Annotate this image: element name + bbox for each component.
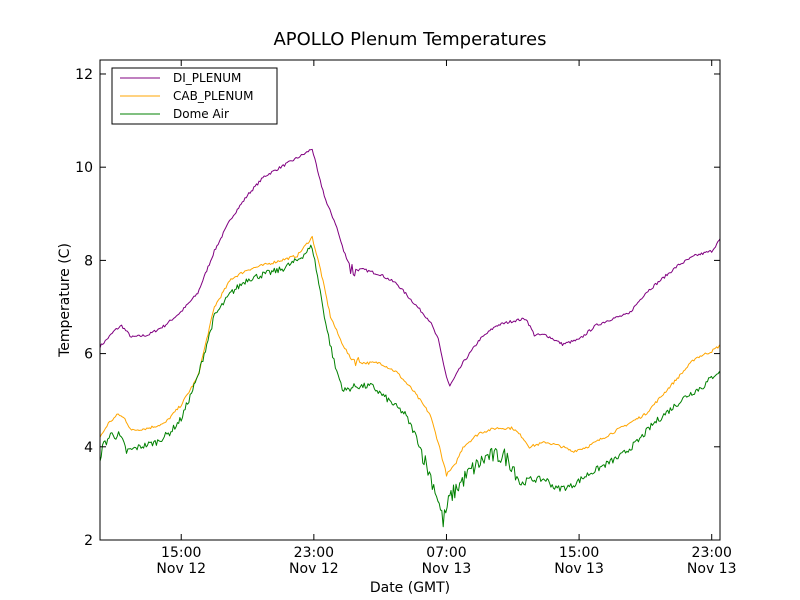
x-tick-label: 23:00 Nov 13 bbox=[687, 545, 737, 577]
y-tick-label: 12 bbox=[75, 67, 93, 83]
y-tick-label: 10 bbox=[75, 160, 93, 176]
series-line-di-plenum bbox=[100, 148, 720, 387]
series-line-cab-plenum bbox=[100, 235, 720, 477]
x-tick-label: 07:00 Nov 13 bbox=[422, 545, 472, 577]
x-tick-label: 23:00 Nov 12 bbox=[289, 545, 339, 577]
chart-title: APOLLO Plenum Temperatures bbox=[273, 29, 546, 50]
series-line-dome-air bbox=[100, 244, 720, 528]
x-axis-label: Date (GMT) bbox=[370, 580, 450, 596]
y-tick-label: 4 bbox=[84, 440, 93, 456]
y-tick-label: 6 bbox=[84, 347, 93, 363]
data-lines bbox=[100, 148, 720, 528]
legend: DI_PLENUM CAB_PLENUM Dome Air bbox=[111, 67, 278, 125]
plot-frame bbox=[99, 59, 721, 541]
x-tick-label: 15:00 Nov 12 bbox=[156, 545, 206, 577]
y-tick-label: 2 bbox=[84, 533, 93, 549]
y-axis-label: Temperature (C) bbox=[57, 243, 73, 358]
y-axis-ticks: 2 4 6 8 10 12 bbox=[75, 67, 720, 549]
x-tick-label: 15:00 Nov 13 bbox=[554, 545, 604, 577]
legend-label: Dome Air bbox=[173, 107, 229, 121]
legend-label: CAB_PLENUM bbox=[173, 89, 253, 103]
x-axis-ticks: 15:00 Nov 12 23:00 Nov 12 07:00 Nov 13 15:00 No… bbox=[156, 60, 737, 577]
y-tick-label: 8 bbox=[84, 253, 93, 269]
legend-label: DI_PLENUM bbox=[173, 71, 241, 85]
